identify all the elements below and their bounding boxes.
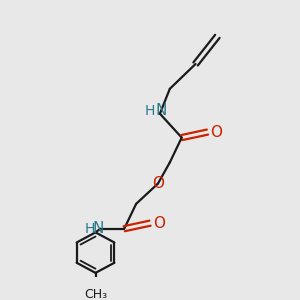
Text: O: O (210, 124, 222, 140)
Text: N: N (93, 221, 104, 236)
Text: O: O (152, 176, 164, 191)
Text: CH₃: CH₃ (84, 289, 107, 300)
Text: N: N (155, 103, 166, 118)
Text: H: H (84, 222, 95, 236)
Text: O: O (153, 216, 165, 231)
Text: H: H (145, 104, 155, 118)
